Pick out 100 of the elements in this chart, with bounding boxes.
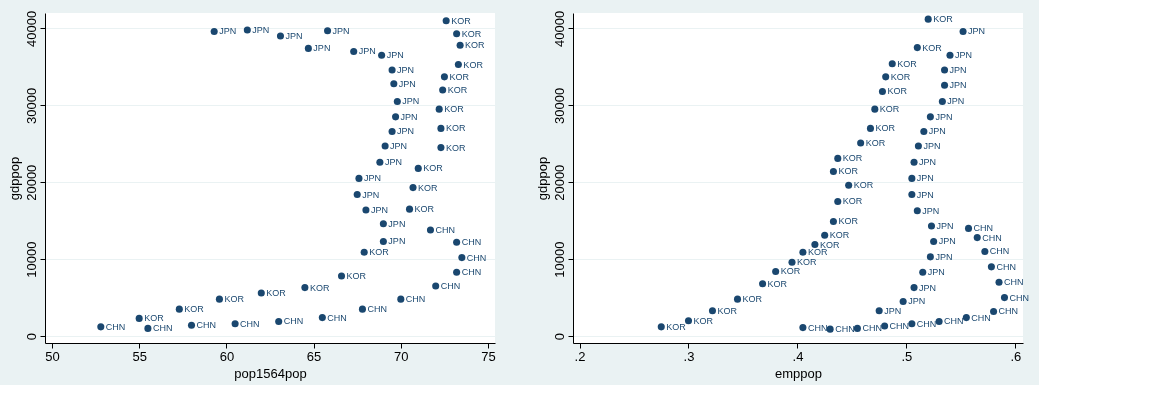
point bbox=[834, 197, 842, 205]
point bbox=[439, 86, 447, 94]
text: JPN bbox=[400, 111, 418, 122]
text: KOR bbox=[447, 84, 468, 95]
point bbox=[353, 191, 361, 199]
text: CHN bbox=[461, 237, 482, 248]
text: KOR bbox=[465, 40, 485, 51]
text: KOR bbox=[144, 313, 164, 324]
text: KOR bbox=[184, 304, 204, 315]
text: JPN bbox=[908, 296, 926, 307]
text: CHN bbox=[998, 306, 1019, 317]
point bbox=[875, 307, 883, 315]
text: JPN bbox=[947, 96, 965, 107]
point bbox=[397, 295, 405, 303]
text: KOR bbox=[418, 182, 438, 193]
point bbox=[392, 113, 400, 121]
point bbox=[453, 268, 461, 276]
text: CHN bbox=[982, 232, 1002, 243]
text: JPN bbox=[922, 205, 940, 216]
text: KOR bbox=[461, 28, 482, 39]
point bbox=[962, 314, 970, 322]
point bbox=[926, 113, 934, 121]
text: KOR bbox=[819, 239, 840, 250]
text: JPN bbox=[949, 64, 967, 75]
text: CHN bbox=[461, 267, 482, 278]
point bbox=[908, 320, 916, 328]
text: JPN bbox=[370, 204, 388, 215]
text: CHN bbox=[973, 223, 994, 234]
text: JPN bbox=[402, 96, 420, 107]
series-label: KOR bbox=[666, 321, 687, 332]
point bbox=[910, 158, 918, 166]
y-tick-label: 0 bbox=[23, 332, 39, 341]
point bbox=[435, 105, 443, 113]
text: JPN bbox=[219, 26, 237, 37]
x-tick-label: .5 bbox=[901, 348, 913, 364]
point bbox=[243, 26, 251, 34]
text: KOR bbox=[693, 315, 714, 326]
point bbox=[772, 267, 780, 275]
text: KOR bbox=[838, 166, 858, 177]
text: JPN bbox=[386, 50, 404, 61]
text: KOR bbox=[842, 196, 863, 207]
text: CHN bbox=[889, 321, 910, 332]
point bbox=[987, 263, 995, 271]
text: KOR bbox=[887, 86, 907, 97]
text: KOR bbox=[767, 278, 788, 289]
point bbox=[926, 253, 934, 261]
point bbox=[938, 97, 946, 105]
point bbox=[276, 32, 284, 40]
point bbox=[871, 105, 879, 113]
text: CHN bbox=[835, 324, 855, 335]
text: KOR bbox=[875, 123, 895, 134]
point bbox=[393, 97, 401, 105]
point bbox=[657, 323, 665, 331]
point bbox=[350, 47, 358, 55]
point bbox=[927, 222, 936, 230]
point bbox=[829, 167, 837, 175]
y-tick-label: 40000 bbox=[551, 10, 567, 47]
point bbox=[834, 154, 842, 162]
point bbox=[990, 307, 998, 315]
point bbox=[941, 81, 949, 89]
text: KOR bbox=[463, 59, 483, 70]
point bbox=[187, 321, 196, 329]
point bbox=[959, 27, 967, 35]
text: KOR bbox=[423, 163, 443, 174]
point bbox=[388, 66, 396, 74]
text: CHN bbox=[435, 224, 455, 235]
point bbox=[908, 174, 916, 182]
point bbox=[301, 284, 309, 292]
text: JPN bbox=[935, 111, 953, 122]
series-label: JPN bbox=[313, 43, 331, 54]
point bbox=[908, 191, 916, 199]
text: KOR bbox=[717, 305, 737, 316]
point bbox=[437, 144, 445, 152]
text: CHN bbox=[1009, 292, 1029, 303]
point bbox=[946, 51, 954, 59]
point bbox=[919, 268, 927, 276]
text: JPN bbox=[332, 25, 350, 36]
point bbox=[442, 17, 450, 25]
text: JPN bbox=[938, 236, 956, 247]
x-tick-label: .3 bbox=[683, 348, 695, 364]
point bbox=[981, 247, 989, 255]
point bbox=[210, 27, 218, 35]
point bbox=[964, 224, 973, 232]
text: KOR bbox=[933, 14, 953, 25]
text: CHN bbox=[916, 318, 937, 329]
text: KOR bbox=[922, 42, 942, 53]
point bbox=[324, 27, 332, 35]
x-tick-label: 70 bbox=[394, 348, 409, 364]
text: CHN bbox=[283, 316, 304, 327]
point bbox=[853, 324, 861, 332]
text: CHN bbox=[367, 304, 387, 315]
point bbox=[913, 207, 921, 215]
point bbox=[453, 238, 461, 246]
point bbox=[454, 61, 462, 69]
y-tick-label: 10000 bbox=[23, 241, 39, 278]
point bbox=[857, 139, 865, 147]
point bbox=[275, 317, 283, 325]
text: JPN bbox=[935, 251, 953, 262]
text: KOR bbox=[797, 257, 817, 268]
point bbox=[882, 73, 890, 81]
